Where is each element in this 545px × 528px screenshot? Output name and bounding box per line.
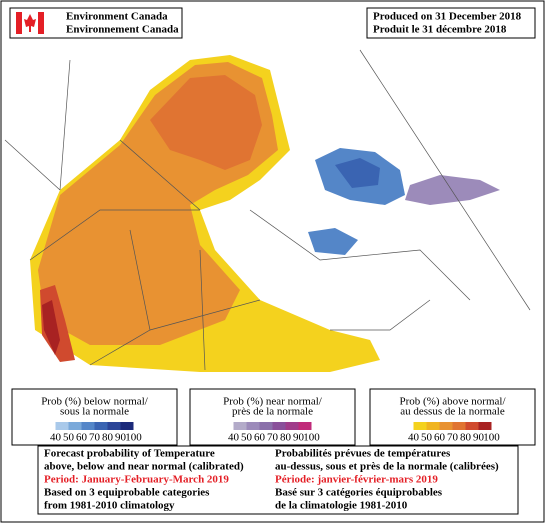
region-above-90 [42,300,60,355]
legend-label: 90 [293,432,305,444]
flag-left [16,12,22,34]
legend-label: 100 [303,432,320,444]
legend-label: 60 [254,432,266,444]
legend-label: 50 [241,432,253,444]
produced-box [366,7,536,39]
agency-fr: Environnement Canada [66,24,179,36]
legend-swatch [68,422,82,430]
footer-line: Basé sur 3 catégories équiprobables [275,487,443,499]
region-above-70 [150,75,262,170]
region-below-dark [335,158,380,188]
footer-line: Probabilités prévues de températures [275,448,451,460]
legend-swatch [259,422,273,430]
legend-swatch [272,422,286,430]
legend-label: 50 [421,432,433,444]
footer-line: above, below and near normal (calibrated… [44,461,244,473]
legend-swatch [413,422,427,430]
legend-swatch [94,422,108,430]
footer: Forecast probability of Temperatureabove… [44,448,499,512]
footer-line: Période: janvier-février-mars 2019 [275,474,438,486]
map-area [4,49,531,372]
flag-right [38,12,44,34]
legend-swatch [439,422,453,430]
legend-label: 70 [447,432,459,444]
legend-box [189,388,356,446]
legend-title: sous la normale [60,406,129,418]
legend-label: 60 [76,432,88,444]
agency-en: Environment Canada [66,11,168,23]
produced-fr: Produit le 31 décembre 2018 [373,24,507,36]
produced-en: Produced on 31 December 2018 [373,11,522,23]
legend-swatch [285,422,299,430]
legend-swatch [120,422,134,430]
legend-swatch [107,422,121,430]
legend-label: 90 [473,432,485,444]
footer-line: Based on 3 equiprobable categories [44,487,210,499]
legend-title: près de la normale [232,406,313,418]
footer-line: de la climatologie 1981-2010 [275,500,408,512]
legend-swatch [478,422,492,430]
legend-swatch [465,422,479,430]
legend-swatch [452,422,466,430]
legend-label: 70 [267,432,279,444]
legend-label: 100 [125,432,142,444]
legend-label: 80 [280,432,292,444]
legend-swatch [81,422,95,430]
legend-label: 50 [63,432,75,444]
legend-label: 100 [483,432,500,444]
region-below-2 [308,228,358,255]
legend-title: Prob (%) below normal/ [41,396,149,408]
legend-label: 80 [460,432,472,444]
legend-label: 60 [434,432,446,444]
footer-line: from 1981-2010 climatology [44,500,175,512]
footer-line: Period: January-February-March 2019 [44,474,229,486]
maple-leaf [24,14,36,32]
footer-line: Forecast probability of Temperature [44,448,215,460]
legend-swatch [55,422,69,430]
legend-swatch [246,422,260,430]
legend-box [11,388,178,446]
borders [4,49,531,371]
legend-label: 80 [102,432,114,444]
legend-label: 40 [408,432,420,444]
footer-line: au-dessus, sous et près de la normale (c… [275,461,499,473]
legend-swatch [426,422,440,430]
region-near [405,175,500,205]
legend-swatch [298,422,312,430]
legend-label: 40 [228,432,240,444]
footer-box [37,445,519,515]
legend-label: 90 [115,432,127,444]
legend-title: Prob (%) above normal/ [400,396,507,408]
legend-title: au dessus de la normale [400,406,505,418]
legend-swatch [233,422,247,430]
legend-label: 70 [89,432,101,444]
legend-label: 40 [50,432,62,444]
legend-box [369,388,536,446]
legend-title: Prob (%) near normal/ [223,396,323,408]
